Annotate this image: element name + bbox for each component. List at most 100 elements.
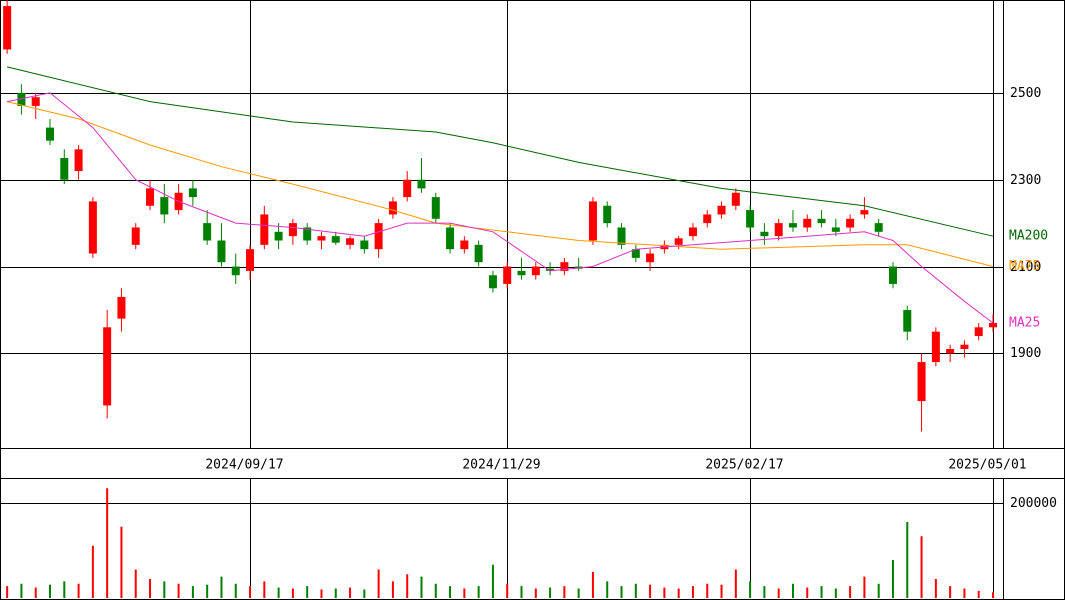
volume-bar <box>834 588 837 598</box>
candle-body <box>631 249 640 258</box>
candle-body <box>446 227 455 250</box>
volume-bar <box>849 586 852 598</box>
candle-body <box>888 266 897 284</box>
candle-body <box>646 253 655 263</box>
volume-bar <box>463 588 466 598</box>
candle-body <box>117 296 126 319</box>
volume-bar <box>491 564 494 598</box>
volume-bar <box>934 578 937 598</box>
candle-body <box>360 240 369 250</box>
legend-label: MA75 <box>1009 259 1040 274</box>
candle-body <box>717 205 726 215</box>
candle-body <box>517 270 526 276</box>
candle-body <box>374 223 383 250</box>
candle-body <box>546 268 555 271</box>
candle-body <box>288 223 297 237</box>
candle-body <box>346 238 355 245</box>
legend-label: MA200 <box>1009 229 1048 244</box>
volume-bar <box>391 581 394 598</box>
volume-bar <box>377 569 380 598</box>
candle-body <box>31 97 40 106</box>
volume-bar <box>791 583 794 598</box>
volume-bar <box>406 574 409 598</box>
candle-body <box>17 92 26 106</box>
volume-bar <box>334 588 337 598</box>
y-tick-label: 1900 <box>1010 346 1041 361</box>
candle-body <box>46 127 55 141</box>
candle-body <box>317 236 326 241</box>
volume-bar <box>663 587 666 598</box>
volume-bar <box>577 588 580 598</box>
candle-body <box>60 158 69 180</box>
volume-bar <box>220 576 223 598</box>
candle-body <box>931 331 940 363</box>
volume-bar <box>620 586 623 598</box>
volume-bar <box>34 587 37 598</box>
volume-bar <box>6 586 9 598</box>
volume-bar <box>177 583 180 598</box>
candle-body <box>988 322 997 328</box>
candle-body <box>217 240 226 263</box>
volume-bar <box>106 488 109 598</box>
candle-body <box>417 179 426 189</box>
volume-bar <box>149 578 152 598</box>
candle-body <box>917 362 926 402</box>
candle-body <box>974 327 983 336</box>
volume-bar <box>506 583 509 598</box>
candle-body <box>303 227 312 241</box>
volume-bar <box>777 588 780 598</box>
candle-body <box>846 218 855 228</box>
volume-bar <box>534 588 537 598</box>
volume-bar <box>234 583 237 598</box>
volume-bar <box>277 587 280 598</box>
y-tick-label: 2100 <box>1010 260 1041 275</box>
candle-body <box>588 201 597 241</box>
volume-bar <box>520 586 523 598</box>
ma-line <box>6 66 994 237</box>
candle-body <box>617 227 626 245</box>
candle-body <box>488 275 497 289</box>
volume-bar <box>763 586 766 598</box>
candle-body <box>674 238 683 245</box>
volume-bar <box>649 584 652 598</box>
candle-body <box>203 223 212 241</box>
volume-bar <box>720 584 723 598</box>
candle-body <box>131 227 140 245</box>
candle-body <box>503 266 512 284</box>
candle-body <box>731 192 740 206</box>
x-tick-label: 2024/11/29 <box>462 458 540 473</box>
candle-body <box>331 236 340 243</box>
legend-label: MA25 <box>1009 315 1040 330</box>
volume-bar <box>563 586 566 598</box>
volume-bar <box>863 576 866 598</box>
volume-bar <box>134 569 137 598</box>
candle-body <box>860 210 869 215</box>
volume-bar <box>20 583 23 598</box>
volume-bar <box>749 581 752 598</box>
candle-body <box>703 214 712 224</box>
volume-bar <box>806 587 809 598</box>
volume-bar <box>434 583 437 598</box>
candle-body <box>103 327 112 406</box>
candle-body <box>188 188 197 198</box>
volume-bar <box>91 545 94 598</box>
candle-body <box>474 244 483 263</box>
volume-tick-label: 200000 <box>1010 496 1057 511</box>
candle-body <box>260 214 269 245</box>
candle-body <box>688 227 697 237</box>
y-tick-label: 2300 <box>1010 173 1041 188</box>
volume-bar <box>363 589 366 598</box>
candle-body <box>246 249 255 271</box>
volume-bar <box>606 581 609 598</box>
volume-bar <box>906 521 909 598</box>
volume-bar <box>991 592 994 598</box>
volume-bar <box>163 581 166 598</box>
candle-body <box>388 201 397 215</box>
volume-bar <box>477 586 480 598</box>
ma-line <box>6 101 994 267</box>
volume-bar <box>734 569 737 598</box>
candle-body <box>274 231 283 241</box>
volume-bar <box>949 586 952 598</box>
candle-body <box>903 309 912 332</box>
